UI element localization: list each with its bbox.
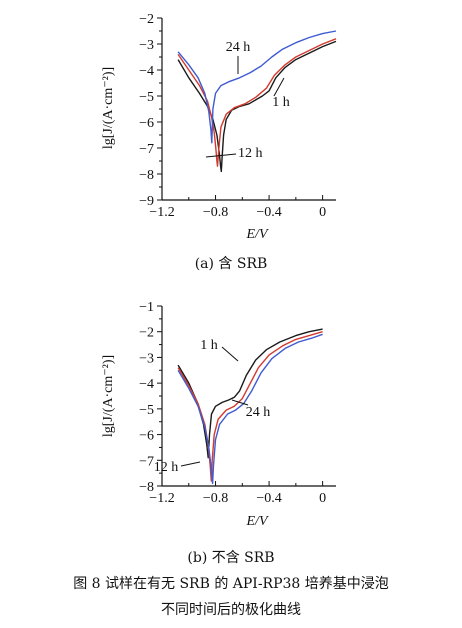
y-tick-label: −3 (139, 351, 154, 366)
chart-b: −8 −7 −6 −5 −4 −3 −2 −1 −1.2 −0.8 −0.4 0 E/V lg[J/(A·… (101, 300, 336, 529)
annotation-label: 24 h (246, 405, 271, 420)
y-tick-label: −8 (139, 168, 154, 183)
annotation-leader (231, 399, 249, 406)
subcaption-b: (b) 不含 SRB (187, 550, 274, 566)
x-axis-label: E/V (246, 227, 269, 242)
annotation-label: 24 h (226, 40, 251, 55)
y-tick-label: −2 (139, 326, 154, 341)
series-line-24h (177, 333, 323, 485)
y-tick-label: −3 (139, 38, 154, 53)
y-tick-label: −6 (139, 116, 154, 131)
y-tick-label: −7 (139, 454, 154, 469)
y-tick-label: −9 (139, 194, 154, 209)
x-tick-label: −0.8 (203, 205, 228, 220)
y-tick-label: −4 (139, 377, 154, 392)
series-line-1h (177, 328, 323, 459)
annotation-label: 12 h (154, 460, 179, 475)
y-tick-label: −5 (139, 403, 154, 418)
series-line-12h (177, 38, 337, 167)
y-tick-label: −2 (139, 12, 154, 27)
y-axis-label: lg[J/(A·cm⁻²)] (101, 67, 116, 149)
y-tick-label: −5 (139, 90, 154, 105)
y-tick-label: −7 (139, 142, 154, 157)
annotation-leader (180, 461, 201, 467)
y-tick-label: −8 (139, 480, 154, 495)
annotation-leader (221, 346, 239, 362)
x-tick-label: −0.4 (256, 491, 281, 506)
x-tick-label: −0.8 (203, 491, 228, 506)
x-tick-label: −0.4 (256, 205, 281, 220)
subcaption-a: (a) 含 SRB (195, 256, 268, 272)
figure-caption-line1: 图 8 试样在有无 SRB 的 API-RP38 培养基中浸泡 (73, 575, 389, 592)
annotation-leader (273, 77, 285, 97)
chart-a: −9 −8 −7 −6 −5 −4 −3 −2 −1.2 −0.8 −0.4 0 E/V lg[J/(A·… (101, 12, 337, 242)
y-tick-label: −4 (139, 64, 154, 79)
series-line-24h (177, 30, 337, 144)
x-axis-label: E/V (246, 514, 269, 529)
x-tick-label: 0 (319, 491, 326, 506)
x-tick-label: −1.2 (149, 491, 174, 506)
annotation-label: 1 h (200, 338, 218, 353)
x-tick-label: −1.2 (149, 205, 174, 220)
x-tick-label: 0 (319, 205, 326, 220)
figure-caption-line2: 不同时间后的极化曲线 (161, 602, 301, 618)
annotation-label: 1 h (272, 95, 290, 110)
y-tick-label: −6 (139, 429, 154, 444)
annotation-leader (205, 153, 237, 158)
y-tick-label: −1 (139, 300, 154, 315)
annotation-label: 12 h (238, 146, 263, 161)
y-axis-label: lg[J/(A·cm⁻²)] (101, 355, 116, 437)
